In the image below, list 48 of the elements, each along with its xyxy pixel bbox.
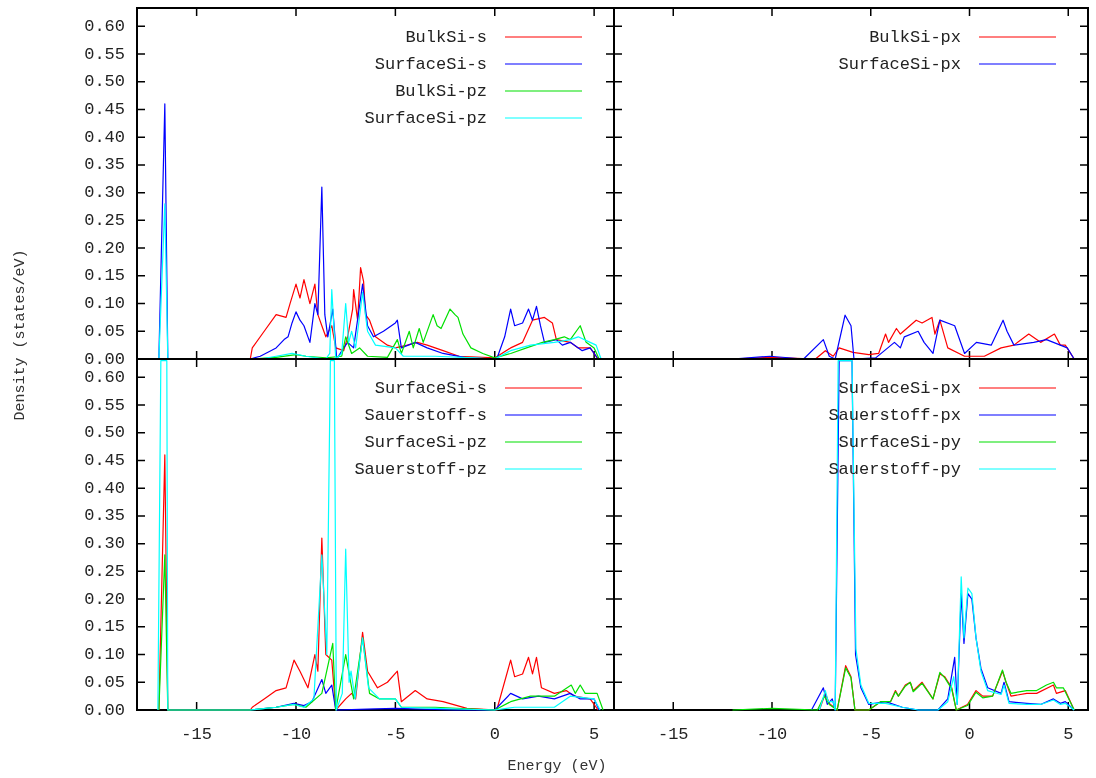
x-tick-label: 5 [1063,724,1074,744]
y-tick-label: 0.15 [84,617,125,637]
y-tick-label: 0.00 [84,349,125,369]
y-tick-label: 0.35 [84,506,125,526]
y-tick-label: 0.05 [84,672,125,692]
y-tick-label: 0.50 [84,72,125,92]
y-tick-label: 0.10 [84,294,125,314]
y-axis-title: Density (states/eV) [11,249,29,421]
y-tick-label: 0.15 [84,266,125,286]
y-tick-label: 0.50 [84,423,125,443]
x-tick-label: 0 [489,724,500,744]
legend-label: SurfaceSi-pz [364,432,487,452]
x-tick-label: 5 [589,724,600,744]
legend-label: SurfaceSi-s [374,378,487,398]
y-tick-label: 0.05 [84,321,125,341]
legend-label: SurfaceSi-px [838,54,961,74]
legend-label: Sauerstoff-pz [354,459,487,479]
legend-label: SurfaceSi-pz [364,108,487,128]
x-tick-label: -10 [756,724,788,744]
y-tick-label: 0.30 [84,534,125,554]
y-tick-label: 0.25 [84,210,125,230]
x-tick-label: -15 [181,724,212,744]
legend-label: BulkSi-s [405,27,487,47]
y-tick-label: 0.60 [84,16,125,36]
y-tick-label: 0.20 [84,589,125,609]
y-tick-label: 0.20 [84,238,125,258]
legend-label: Sauerstoff-s [364,405,487,425]
y-tick-label: 0.55 [84,44,125,64]
y-tick-label: 0.45 [84,99,125,119]
y-tick-label: 0.25 [84,561,125,581]
legend-label: BulkSi-pz [395,81,487,101]
legend-label: SurfaceSi-s [374,54,487,74]
y-tick-label: 0.60 [84,367,125,387]
x-tick-label: -5 [860,724,881,744]
x-tick-label: -10 [280,724,312,744]
y-tick-label: 0.55 [84,395,125,415]
y-tick-label: 0.35 [84,155,125,175]
x-tick-label: -15 [657,724,689,744]
y-tick-label: 0.40 [84,127,125,147]
legend-label: BulkSi-px [869,27,961,47]
y-tick-label: 0.00 [84,700,125,720]
y-tick-label: 0.40 [84,478,125,498]
x-tick-label: 0 [964,724,975,744]
y-tick-label: 0.45 [84,450,125,470]
y-tick-label: 0.10 [84,645,125,665]
x-tick-label: -5 [385,724,406,744]
x-axis-title: Energy (eV) [507,757,607,775]
y-tick-label: 0.30 [84,183,125,203]
